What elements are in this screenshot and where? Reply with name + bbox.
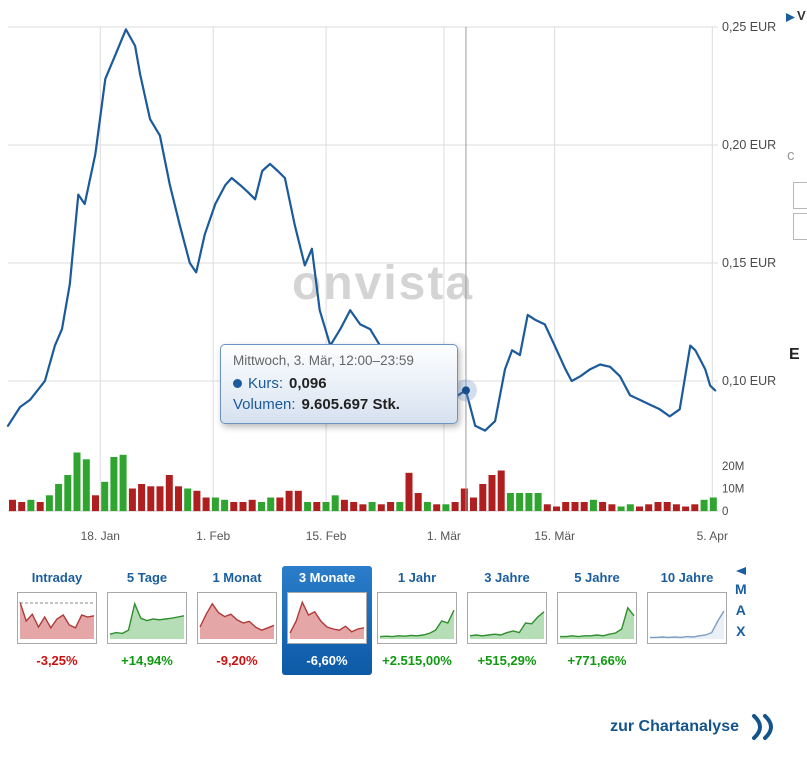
- range-tab-5-jahre[interactable]: 5 Jahre +771,66%: [552, 566, 642, 675]
- range-tab-3-monate[interactable]: 3 Monate -6,60%: [282, 566, 372, 675]
- svg-text:0,20 EUR: 0,20 EUR: [722, 138, 776, 152]
- footer-bar: zur Chartanalyse: [0, 711, 782, 743]
- range-tab-1-jahr[interactable]: 1 Jahr +2.515,00%: [372, 566, 462, 675]
- sparkline-chart: [109, 601, 185, 639]
- sparkline-chart: [650, 610, 725, 639]
- svg-text:0: 0: [722, 506, 728, 518]
- chartanalyse-link[interactable]: zur Chartanalyse: [610, 718, 739, 735]
- range-tab-change: -9,20%: [216, 653, 258, 668]
- crosshair-dot: [461, 386, 470, 395]
- range-tab-1-monat[interactable]: 1 Monat -9,20%: [192, 566, 282, 675]
- series-dot-icon: [233, 379, 242, 388]
- range-tab-intraday[interactable]: Intraday -3,25%: [12, 566, 102, 675]
- svg-text:1. Feb: 1. Feb: [196, 529, 230, 543]
- onvista-watermark: onvista: [292, 257, 475, 310]
- range-tab-thumbnail: [467, 592, 547, 644]
- svg-text:0,10 EUR: 0,10 EUR: [722, 374, 776, 388]
- gridlines: [8, 26, 718, 512]
- range-tab-change: +14,94%: [121, 653, 173, 668]
- range-tab-change: +771,66%: [567, 653, 627, 668]
- svg-text:10M: 10M: [722, 484, 744, 496]
- clipped-arrow-icon: [786, 13, 795, 22]
- tooltip-kurs-row: Kurs: 0,096: [233, 375, 445, 392]
- range-tab-label: 3 Jahre: [484, 570, 530, 585]
- sparkline-chart: [19, 601, 95, 639]
- range-tab-thumbnail: [197, 592, 277, 644]
- svg-text:18. Jan: 18. Jan: [81, 529, 120, 543]
- range-tab-10-jahre[interactable]: 10 Jahre: [642, 566, 732, 675]
- range-tab-thumbnail: [107, 592, 187, 644]
- axis-labels: 0,25 EUR 0,20 EUR 0,15 EUR 0,10 EUR 20M 10M 0 1…: [81, 20, 777, 543]
- range-tab-thumbnail: [17, 592, 97, 644]
- double-chevron-right-icon[interactable]: [748, 711, 782, 743]
- range-tab-thumbnail: [647, 592, 727, 644]
- range-tab-label: 5 Jahre: [574, 570, 620, 585]
- range-tab-label: Intraday: [31, 570, 83, 585]
- range-tab-label: 1 Monat: [212, 570, 262, 585]
- clipped-form-field[interactable]: [793, 182, 807, 209]
- sparkline-chart: [560, 606, 635, 639]
- tooltip-kurs-label: Kurs:: [248, 375, 284, 392]
- range-tab-thumbnail: [287, 592, 367, 644]
- range-tab-change: +2.515,00%: [382, 653, 452, 668]
- sparkline-chart: [289, 600, 365, 639]
- clipped-form-field[interactable]: [793, 213, 807, 240]
- clipped-header-text: V: [797, 8, 806, 23]
- range-tab-label: 10 Jahre: [660, 570, 714, 585]
- clipped-section-text: c: [787, 147, 795, 164]
- range-tab-label: 1 Jahr: [397, 570, 437, 585]
- range-tab-label: 5 Tage: [126, 570, 168, 585]
- chart-tooltip: Mittwoch, 3. Mär, 12:00–23:59 Kurs: 0,09…: [220, 344, 458, 424]
- svg-text:0,15 EUR: 0,15 EUR: [722, 256, 776, 270]
- tooltip-volumen-label: Volumen:: [233, 396, 296, 413]
- volume-bars: [9, 452, 717, 512]
- price-volume-chart[interactable]: 0,25 EUR 0,20 EUR 0,15 EUR 0,10 EUR 20M 10M 0 1…: [0, 0, 807, 555]
- svg-text:0,25 EUR: 0,25 EUR: [722, 20, 776, 34]
- max-letter: X: [736, 623, 746, 639]
- svg-text:15. Feb: 15. Feb: [306, 529, 347, 543]
- range-tab-thumbnail: [377, 592, 457, 644]
- svg-text:1. Mär: 1. Mär: [427, 529, 461, 543]
- price-line: [6, 28, 717, 432]
- svg-text:20M: 20M: [722, 461, 744, 473]
- sparkline-chart: [379, 609, 455, 639]
- range-tab-change: -6,60%: [306, 653, 348, 668]
- sparkline-chart: [199, 602, 275, 639]
- range-tab-change: +515,29%: [477, 653, 537, 668]
- range-tab-change: -3,25%: [36, 653, 78, 668]
- clipped-heading-text: E: [789, 346, 800, 363]
- svg-text:15. Mär: 15. Mär: [534, 529, 575, 543]
- max-letter: M: [735, 581, 747, 597]
- collapse-arrow-icon: [735, 567, 746, 575]
- tooltip-kurs-value: 0,096: [289, 375, 327, 392]
- tooltip-volumen-row: Volumen: 9.605.697 Stk.: [233, 396, 445, 413]
- range-tab-bar: Intraday -3,25% 5 Tage +14,94% 1 Monat -9,20%…: [12, 566, 732, 675]
- range-tab-5-tage[interactable]: 5 Tage +14,94%: [102, 566, 192, 675]
- range-tab-3-jahre[interactable]: 3 Jahre +515,29%: [462, 566, 552, 675]
- svg-text:5. Apr: 5. Apr: [697, 529, 728, 543]
- range-tab-thumbnail: [557, 592, 637, 644]
- max-letter: A: [735, 602, 746, 618]
- sparkline-chart: [469, 611, 545, 639]
- tooltip-volumen-value: 9.605.697 Stk.: [301, 396, 400, 413]
- tooltip-date: Mittwoch, 3. Mär, 12:00–23:59: [233, 353, 414, 368]
- range-tab-label: 3 Monate: [298, 570, 356, 585]
